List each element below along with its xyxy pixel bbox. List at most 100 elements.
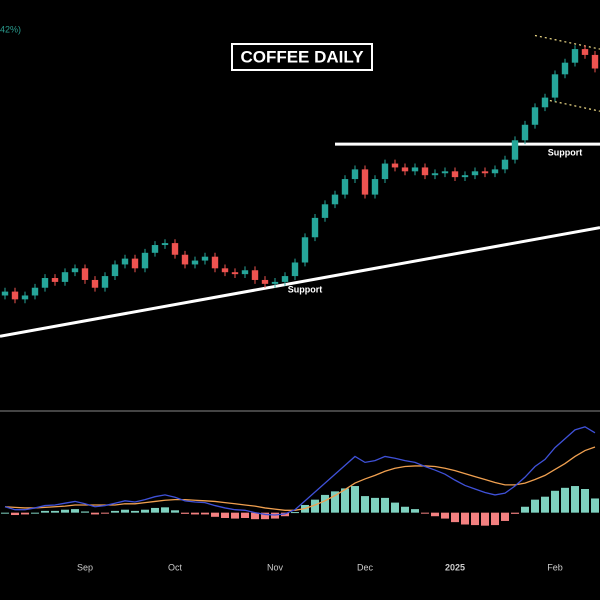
macd-histogram-bar	[41, 510, 49, 513]
candle-body	[491, 169, 499, 174]
macd-histogram-bar	[311, 499, 319, 513]
macd-histogram-bar	[1, 512, 9, 514]
x-tick-label: Dec	[357, 562, 374, 572]
candle-body	[461, 175, 469, 178]
macd-histogram-bar	[551, 490, 559, 513]
candle-body	[581, 49, 589, 55]
macd-histogram-bar	[181, 512, 189, 514]
macd-line	[4, 426, 596, 516]
macd-histogram-bar	[361, 496, 369, 513]
legend-fragment: 42%)	[0, 24, 21, 34]
candle-body	[191, 260, 199, 265]
macd-histogram-bar	[431, 512, 439, 517]
candle-body	[231, 272, 239, 275]
macd-histogram-bar	[141, 509, 149, 513]
candle-body	[271, 281, 279, 284]
macd-histogram-bar	[461, 512, 469, 525]
macd-histogram-bar	[511, 512, 519, 514]
macd-histogram-bar	[591, 498, 599, 513]
candle-body	[291, 262, 299, 277]
candle-body	[61, 272, 69, 282]
candle-body	[81, 268, 89, 280]
candle-body	[241, 270, 249, 275]
channel-line	[544, 98, 600, 112]
candle-body	[391, 163, 399, 168]
macd-histogram-bar	[151, 507, 159, 513]
candle-body	[91, 279, 99, 288]
x-tick-label: Nov	[267, 562, 284, 572]
trendline	[0, 226, 600, 338]
x-tick-label: Oct	[168, 562, 183, 572]
macd-histogram-bar	[571, 486, 579, 513]
candle-body	[11, 291, 19, 300]
candle-body	[151, 245, 159, 253]
macd-histogram-bar	[581, 489, 589, 513]
candle-body	[471, 171, 479, 176]
x-tick-label: 2025	[445, 562, 465, 572]
signal-line	[4, 446, 596, 511]
candle-body	[211, 256, 219, 269]
candle-body	[1, 291, 9, 296]
macd-histogram-bar	[391, 502, 399, 513]
chart-title: COFFEE DAILY	[240, 47, 364, 66]
title-box	[231, 43, 373, 71]
macd-histogram-bar	[11, 512, 19, 516]
macd-histogram-bar	[101, 512, 109, 514]
candle-body	[551, 74, 559, 98]
candle-body	[431, 173, 439, 176]
candle-body	[161, 243, 169, 246]
macd-histogram-bar	[481, 512, 489, 526]
candle-body	[41, 278, 49, 288]
candle-body	[401, 167, 409, 172]
macd-histogram-bar	[131, 510, 139, 513]
candle-body	[71, 268, 79, 273]
macd-histogram-bar	[251, 512, 259, 520]
candle-body	[541, 97, 549, 108]
candle-body	[311, 217, 319, 238]
macd-histogram-bar	[321, 494, 329, 513]
macd-histogram-bar	[231, 512, 239, 519]
candle-body	[31, 287, 39, 296]
candle-body	[481, 171, 489, 174]
macd-histogram-bar	[501, 512, 509, 521]
annotation: Support	[288, 284, 323, 294]
candle-body	[511, 140, 519, 160]
candle-body	[521, 124, 529, 141]
macd-histogram-bar	[491, 512, 499, 526]
candle-body	[501, 159, 509, 170]
candle-body	[381, 163, 389, 180]
candle-body	[561, 62, 569, 75]
candle-body	[181, 254, 189, 265]
candle-body	[371, 179, 379, 195]
candle-body	[321, 204, 329, 218]
macd-histogram-bar	[521, 506, 529, 513]
candle-body	[361, 169, 369, 195]
macd-histogram-bar	[331, 491, 339, 513]
macd-histogram-bar	[31, 512, 39, 514]
candle-body	[221, 268, 229, 273]
candle-body	[201, 256, 209, 261]
macd-histogram-bar	[191, 512, 199, 515]
candle-body	[141, 252, 149, 269]
macd-histogram-bar	[161, 507, 169, 513]
annotation: Support	[548, 148, 583, 158]
macd-histogram-bar	[21, 512, 29, 515]
candle-body	[451, 171, 459, 178]
macd-histogram-bar	[121, 509, 129, 513]
macd-histogram-bar	[381, 497, 389, 513]
candle-body	[171, 243, 179, 255]
macd-histogram-bar	[421, 512, 429, 514]
candle-body	[531, 107, 539, 125]
macd-histogram-bar	[201, 512, 209, 515]
macd-histogram-bar	[241, 512, 249, 518]
macd-histogram-bar	[51, 510, 59, 513]
candle-body	[121, 258, 129, 265]
candle-body	[131, 258, 139, 269]
candle-body	[591, 54, 599, 69]
macd-histogram-bar	[111, 510, 119, 513]
macd-histogram-bar	[61, 509, 69, 513]
candle-body	[421, 167, 429, 176]
macd-histogram-bar	[411, 509, 419, 513]
macd-histogram-bar	[291, 512, 299, 514]
macd-histogram-bar	[561, 487, 569, 513]
